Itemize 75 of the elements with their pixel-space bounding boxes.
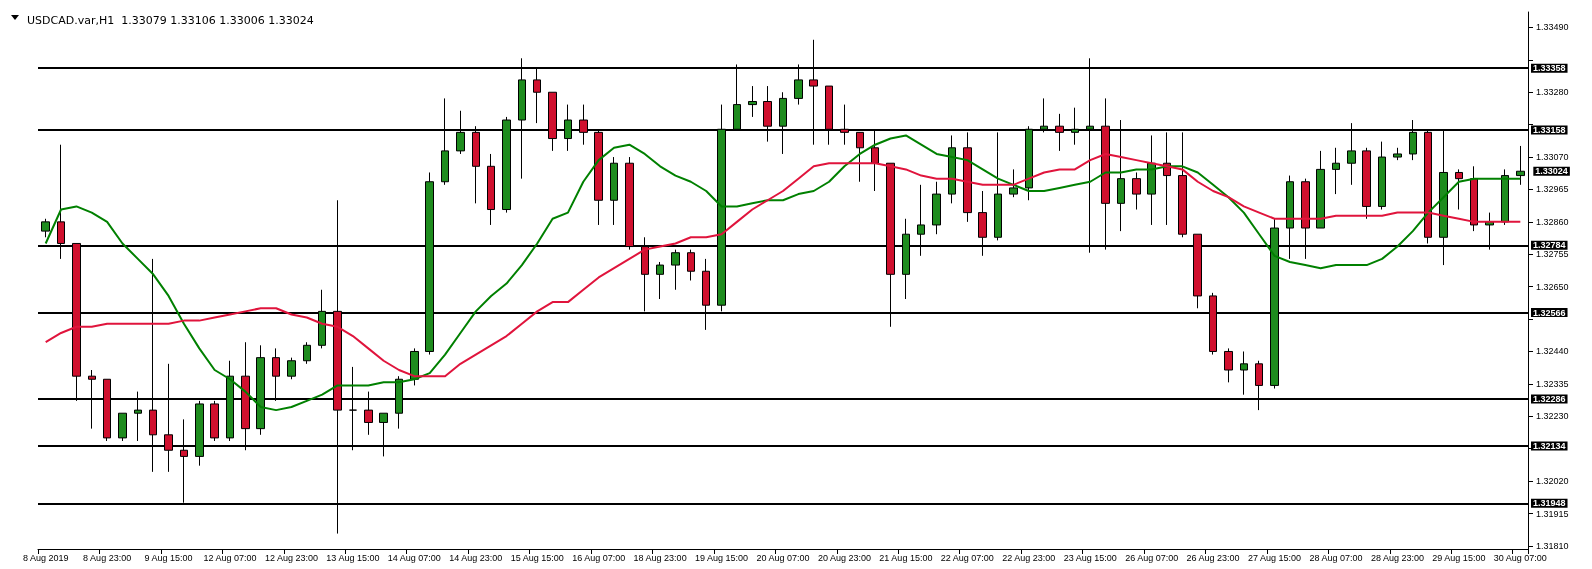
y-tick-label: 1.31810: [1536, 540, 1569, 551]
ref-line-label: 1.32286: [1533, 394, 1566, 405]
y-tick-label: 1.32755: [1536, 249, 1569, 260]
candlestick: [932, 181, 941, 235]
candlestick: [1332, 147, 1340, 195]
x-tick-label: 22 Aug 23:00: [1002, 552, 1056, 563]
x-tick-label: 26 Aug 07:00: [1125, 552, 1179, 563]
chart-title: USDCAD.var,H1 1.33079 1.33106 1.33006 1.33024: [27, 14, 314, 27]
x-tick-label: 16 Aug 07:00: [572, 552, 626, 563]
candlestick: [1393, 147, 1402, 161]
y-tick-label: 1.33070: [1536, 152, 1569, 163]
candlestick: [303, 341, 311, 365]
x-tick-label: 14 Aug 23:00: [449, 552, 503, 563]
x-tick-label: 28 Aug 23:00: [1370, 552, 1424, 563]
candlestick: [1516, 145, 1525, 186]
y-tick-label: 1.32860: [1536, 216, 1569, 227]
candlestick: [656, 261, 664, 300]
annotation: 1.33024: [1535, 166, 1568, 177]
line-series: [44, 134, 1522, 412]
ref-line-label: 1.33358: [1533, 63, 1566, 74]
candlestick: [1147, 134, 1156, 226]
y-tick-label: 1.33490: [1536, 22, 1569, 33]
x-tick-label: 8 Aug 2019: [22, 552, 69, 563]
candlestick: [1316, 150, 1325, 229]
x-tick-label: 27 Aug 15:00: [1248, 552, 1302, 563]
x-tick-label: 14 Aug 07:00: [387, 552, 441, 563]
candlestick: [1009, 168, 1018, 198]
candlestick: [671, 249, 680, 291]
x-tick-label: 22 Aug 07:00: [940, 552, 994, 563]
x-tick-label: 12 Aug 23:00: [264, 552, 318, 563]
x-tick-label: 15 Aug 15:00: [510, 552, 564, 563]
y-tick-label: 1.33280: [1536, 87, 1569, 98]
x-tick-label: 18 Aug 23:00: [633, 552, 687, 563]
candlestick: [610, 156, 618, 226]
ref-line-label: 1.33158: [1533, 124, 1566, 135]
candlestick: [1362, 147, 1371, 220]
y-tick-label: 1.32335: [1536, 378, 1569, 389]
x-tick-label: 20 Aug 23:00: [817, 552, 871, 563]
candlestick: [1224, 347, 1233, 383]
candlestick: [1455, 168, 1463, 211]
y-tick-label: 1.32650: [1536, 281, 1569, 292]
candlestick: [1470, 165, 1478, 232]
candlestick: [487, 153, 495, 226]
candlestick: [1378, 141, 1386, 211]
candlestick: [1132, 171, 1141, 211]
ref-line-label: 1.31948: [1533, 498, 1566, 509]
candlestick: [287, 357, 296, 380]
y-tick-label: 1.32230: [1536, 411, 1569, 422]
x-tick-label: 9 Aug 15:00: [144, 552, 193, 563]
y-tick-label: 1.31915: [1536, 508, 1569, 519]
x-tick-label: 8 Aug 23:00: [83, 552, 132, 563]
y-tick-label: 1.32965: [1536, 184, 1569, 195]
x-tick-label: 28 Aug 07:00: [1309, 552, 1363, 563]
ref-line-label: 1.32784: [1533, 240, 1566, 251]
candlestick: [687, 249, 695, 281]
x-tick-label: 13 Aug 15:00: [326, 552, 380, 563]
x-tick-label: 26 Aug 23:00: [1186, 552, 1240, 563]
ref-line-label: 1.32134: [1533, 440, 1566, 451]
x-tick-label: 19 Aug 15:00: [695, 552, 749, 563]
x-tick-label: 20 Aug 07:00: [756, 552, 810, 563]
candlestick: [1501, 168, 1509, 226]
y-tick-label: 1.32020: [1536, 476, 1569, 487]
candlestick: [748, 85, 757, 118]
candlestick: [41, 218, 50, 238]
candlestick: [118, 412, 127, 442]
x-tick-label: 30 Aug 07:00: [1493, 552, 1547, 563]
x-tick-label: 29 Aug 15:00: [1432, 552, 1486, 563]
y-tick-label: 1.32440: [1536, 346, 1569, 357]
x-tick-label: 12 Aug 07:00: [203, 552, 257, 563]
x-tick-label: 23 Aug 15:00: [1063, 552, 1117, 563]
candlestick: [948, 134, 956, 204]
candlestick: [1240, 350, 1248, 396]
x-tick-label: 21 Aug 15:00: [879, 552, 933, 563]
line-series: [44, 152, 1522, 378]
ref-line-label: 1.32566: [1533, 307, 1566, 318]
